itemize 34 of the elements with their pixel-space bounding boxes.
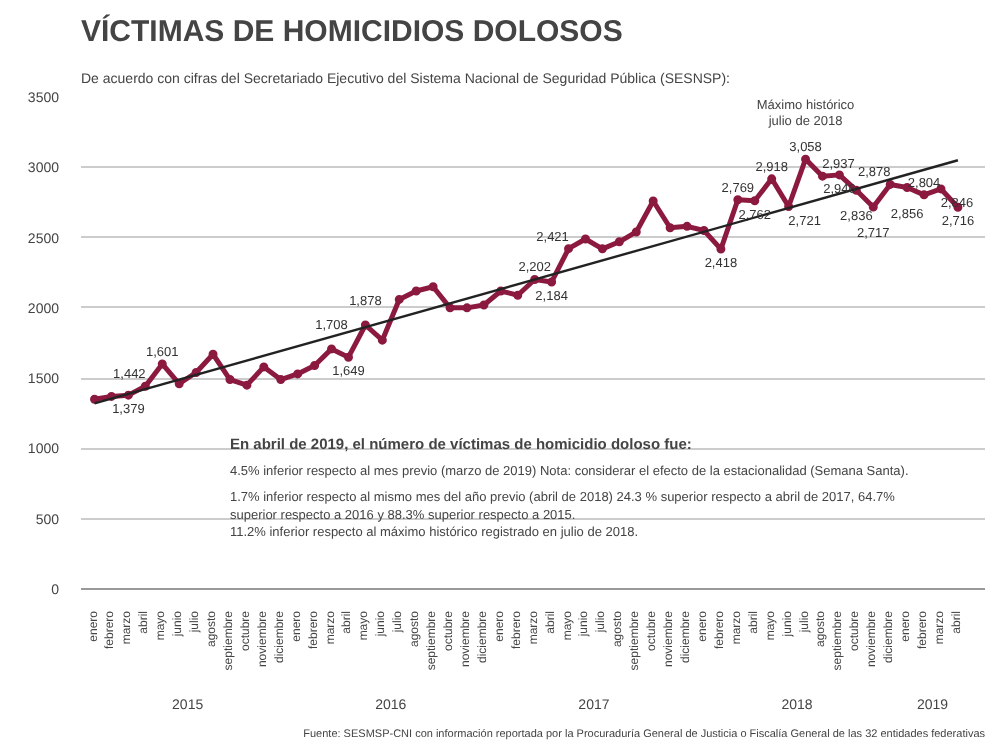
point [580,234,590,244]
point [479,300,489,310]
point [343,352,353,362]
point [631,227,641,237]
point [276,375,286,385]
point [293,369,303,379]
point [682,221,692,231]
point [834,170,844,180]
point [733,195,743,205]
point [513,290,523,300]
point [919,190,929,200]
point [394,294,404,304]
point [242,380,252,390]
point [885,179,895,189]
point [564,244,574,254]
point [157,359,167,369]
point [462,303,472,313]
point [750,196,760,206]
chart-title: VÍCTIMAS DE HOMICIDIOS DOLOSOS [81,13,623,49]
point [377,335,387,345]
point [428,282,438,292]
point [310,361,320,370]
point [868,202,878,212]
point [225,375,235,385]
point [411,286,421,296]
point [445,303,455,313]
point [817,171,827,181]
point [547,277,557,287]
point [614,237,624,247]
point [327,344,337,354]
point [665,223,675,233]
point [174,379,184,389]
point [259,362,269,372]
point [597,244,607,254]
